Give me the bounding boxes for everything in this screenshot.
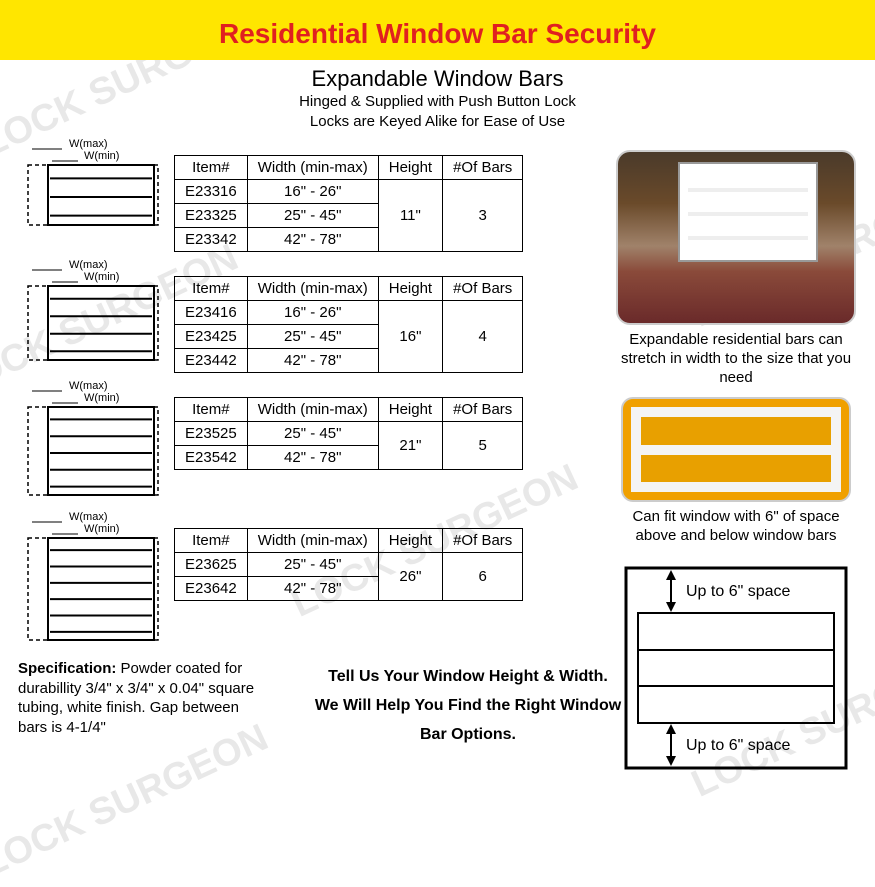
- cell-item: E23625: [175, 553, 248, 577]
- title-banner: Residential Window Bar Security: [0, 0, 875, 60]
- photo-caption: Expandable residential bars can stretch …: [611, 331, 861, 387]
- table-header: Height: [378, 277, 442, 301]
- cell-height: 16": [378, 301, 442, 373]
- side-column: Expandable residential bars can stretch …: [611, 150, 861, 783]
- bar-diagram: W(max) W(min): [14, 379, 164, 504]
- table-header: Width (min-max): [247, 398, 378, 422]
- table-row: E2331616" - 26"11"3: [175, 180, 523, 204]
- table-header: Height: [378, 156, 442, 180]
- page-title: Residential Window Bar Security: [0, 18, 875, 50]
- subheader-title: Expandable Window Bars: [0, 66, 875, 92]
- table-header: #Of Bars: [443, 529, 523, 553]
- table-header: Item#: [175, 156, 248, 180]
- svg-text:W(max): W(max): [69, 380, 108, 392]
- cell-width: 25" - 45": [247, 204, 378, 228]
- svg-text:W(min): W(min): [84, 523, 119, 535]
- spec-table: Item#Width (min-max)Height#Of BarsE23525…: [174, 397, 523, 470]
- subheader-line: Hinged & Supplied with Push Button Lock: [0, 92, 875, 112]
- svg-text:W(max): W(max): [69, 259, 108, 271]
- subheader: Expandable Window Bars Hinged & Supplied…: [0, 66, 875, 131]
- space-label: Up to 6" space: [686, 737, 791, 754]
- cell-bars: 3: [443, 180, 523, 252]
- table-header: #Of Bars: [443, 277, 523, 301]
- table-row: E2352525" - 45"21"5: [175, 422, 523, 446]
- space-label: Up to 6" space: [686, 583, 791, 600]
- cell-item: E23425: [175, 325, 248, 349]
- cell-width: 42" - 78": [247, 349, 378, 373]
- table-header: Height: [378, 398, 442, 422]
- svg-text:W(min): W(min): [84, 392, 119, 404]
- table-header: Width (min-max): [247, 156, 378, 180]
- svg-text:W(max): W(max): [69, 138, 108, 150]
- cell-item: E23525: [175, 422, 248, 446]
- cell-height: 11": [378, 180, 442, 252]
- table-header: Width (min-max): [247, 277, 378, 301]
- cell-width: 25" - 45": [247, 422, 378, 446]
- svg-text:W(max): W(max): [69, 511, 108, 523]
- cell-item: E23342: [175, 228, 248, 252]
- cell-item: E23442: [175, 349, 248, 373]
- help-text: Tell Us Your Window Height & Width. We W…: [308, 663, 628, 749]
- table-header: Item#: [175, 277, 248, 301]
- photo-caption: Can fit window with 6" of space above an…: [611, 508, 861, 546]
- svg-text:W(min): W(min): [84, 271, 119, 283]
- photo-bar-unit: [621, 397, 851, 502]
- table-row: E2362525" - 45"26"6: [175, 553, 523, 577]
- cell-width: 25" - 45": [247, 325, 378, 349]
- table-row: E2341616" - 26"16"4: [175, 301, 523, 325]
- table-header: Item#: [175, 398, 248, 422]
- space-diagram: Up to 6" space Up to 6" space: [616, 558, 856, 783]
- cell-bars: 4: [443, 301, 523, 373]
- bar-diagram: W(max) W(min): [14, 510, 164, 649]
- table-header: #Of Bars: [443, 156, 523, 180]
- table-header: Width (min-max): [247, 529, 378, 553]
- svg-text:W(min): W(min): [84, 150, 119, 162]
- cell-bars: 5: [443, 422, 523, 470]
- cell-item: E23325: [175, 204, 248, 228]
- subheader-line: Locks are Keyed Alike for Ease of Use: [0, 112, 875, 132]
- specification-text: Specification: Powder coated for durabil…: [18, 659, 268, 749]
- cell-height: 21": [378, 422, 442, 470]
- cell-bars: 6: [443, 553, 523, 601]
- bar-diagram: W(max) W(min): [14, 137, 164, 234]
- cell-item: E23642: [175, 577, 248, 601]
- cell-width: 42" - 78": [247, 228, 378, 252]
- cell-width: 42" - 78": [247, 446, 378, 470]
- cell-width: 25" - 45": [247, 553, 378, 577]
- spec-table: Item#Width (min-max)Height#Of BarsE23416…: [174, 276, 523, 373]
- cell-width: 16" - 26": [247, 180, 378, 204]
- spec-table: Item#Width (min-max)Height#Of BarsE23625…: [174, 528, 523, 601]
- cell-item: E23416: [175, 301, 248, 325]
- cell-width: 16" - 26": [247, 301, 378, 325]
- table-header: Height: [378, 529, 442, 553]
- bar-diagram: W(max) W(min): [14, 258, 164, 369]
- cell-width: 42" - 78": [247, 577, 378, 601]
- cell-height: 26": [378, 553, 442, 601]
- cell-item: E23316: [175, 180, 248, 204]
- photo-window-bars: [616, 150, 856, 325]
- cell-item: E23542: [175, 446, 248, 470]
- table-header: #Of Bars: [443, 398, 523, 422]
- spec-table: Item#Width (min-max)Height#Of BarsE23316…: [174, 155, 523, 252]
- table-header: Item#: [175, 529, 248, 553]
